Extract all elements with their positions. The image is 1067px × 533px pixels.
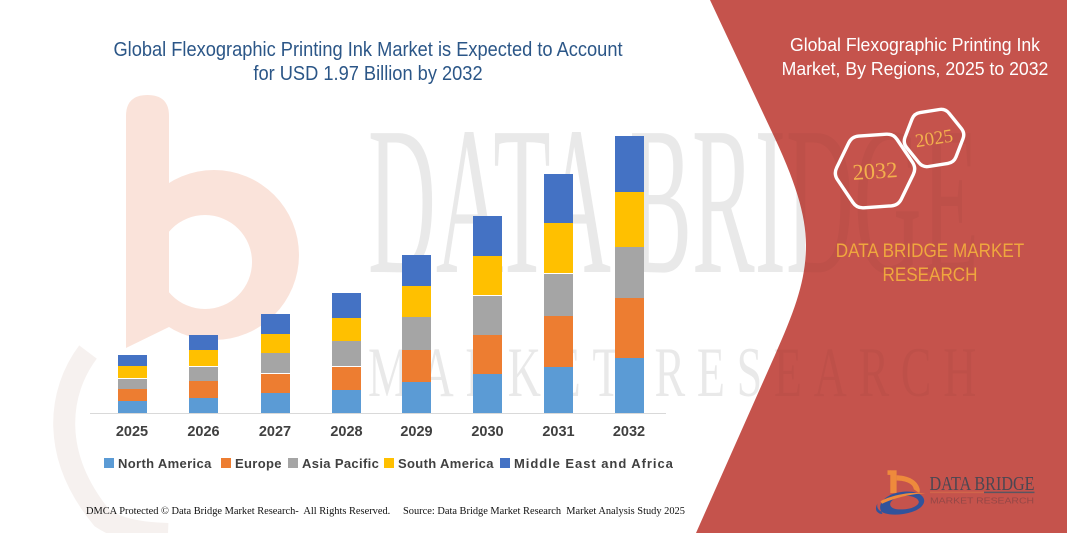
svg-text:MARKET RESEARCH: MARKET RESEARCH bbox=[930, 497, 1034, 506]
svg-text:2032: 2032 bbox=[852, 157, 899, 185]
svg-text:2025: 2025 bbox=[914, 126, 955, 153]
svg-text:DATA BRIDGE: DATA BRIDGE bbox=[930, 473, 1035, 495]
